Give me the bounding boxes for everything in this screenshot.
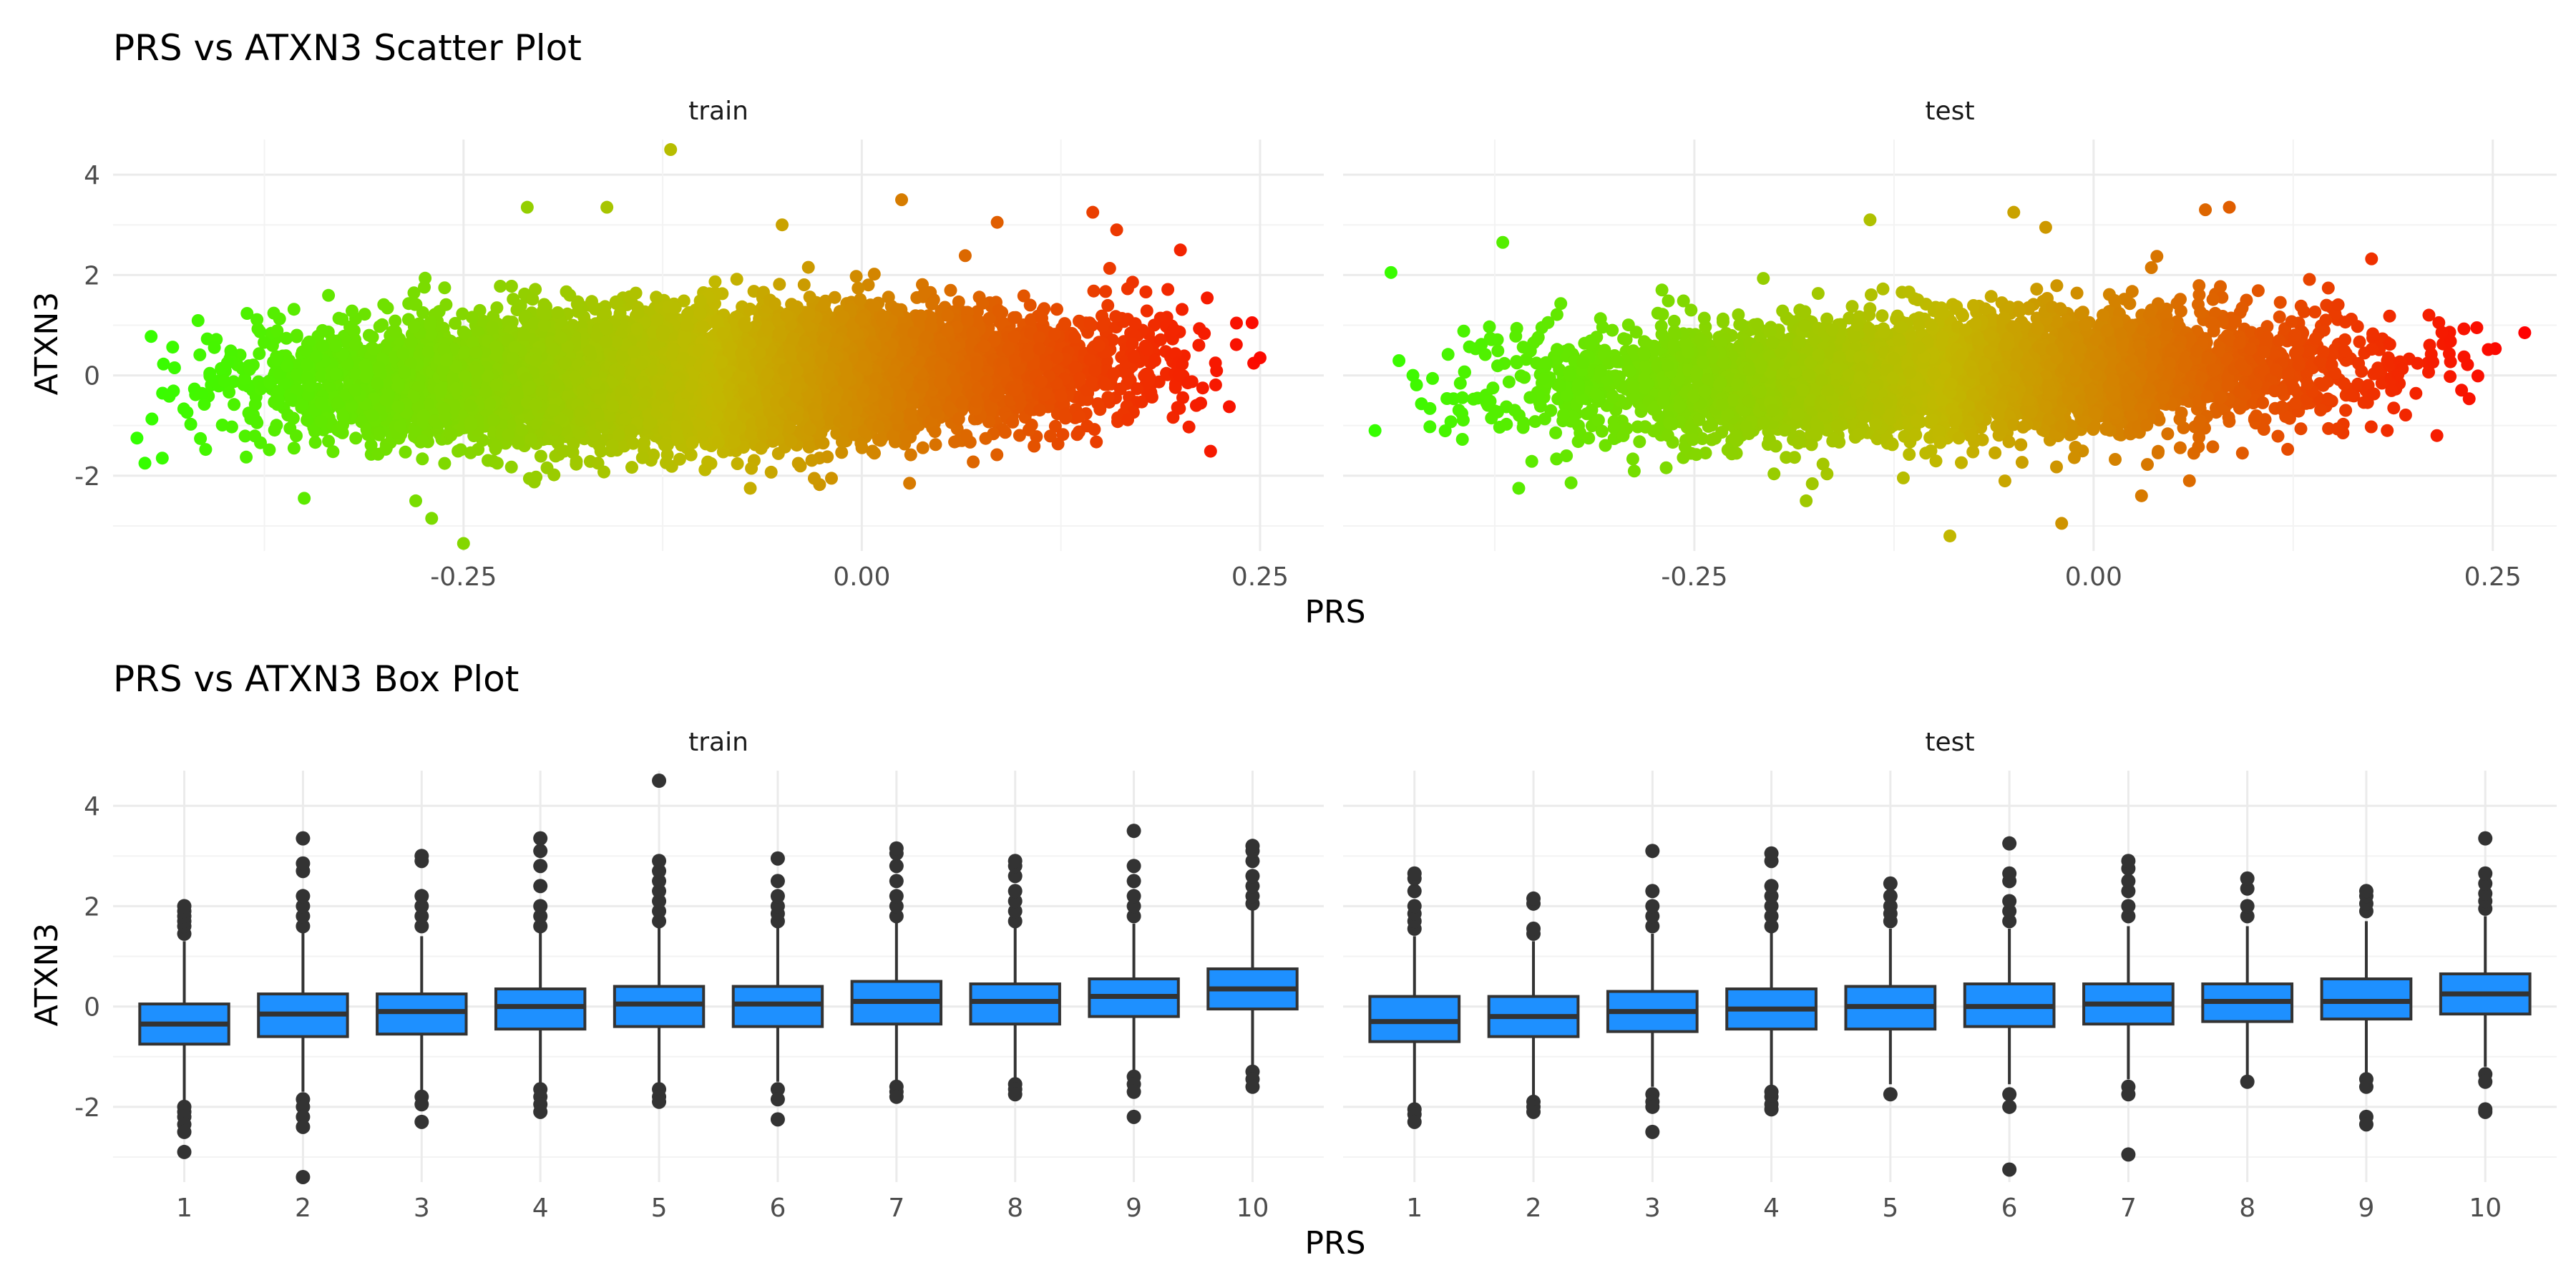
scatter-point [1201, 291, 1214, 305]
scatter-point [1140, 304, 1153, 318]
scatter-point [1209, 378, 1222, 391]
scatter-point [904, 448, 917, 462]
0-y-tick-label: -2 [74, 462, 100, 492]
scatter-x-tick-label: 0.25 [1231, 562, 1289, 592]
scatter-point [1103, 262, 1116, 275]
scatter-point [456, 307, 469, 321]
box-plot-title: PRS vs ATXN3 Box Plot [113, 658, 519, 700]
scatter-point [1070, 428, 1084, 441]
scatter-point [534, 449, 547, 463]
scatter-point [336, 313, 349, 326]
0-y-tick-label: 2 [84, 261, 100, 291]
scatter-point [731, 457, 744, 470]
scatter-point [1230, 316, 1243, 330]
scatter-point [326, 445, 340, 459]
scatter-point [228, 398, 241, 411]
scatter-point [1101, 298, 1115, 312]
scatter-point [167, 361, 181, 374]
scatter-point [990, 448, 1004, 462]
scatter-point [287, 441, 301, 455]
scatter-point [489, 440, 503, 454]
scatter-point [647, 448, 660, 462]
scatter-point [944, 283, 957, 297]
scatter-point [145, 330, 158, 343]
scatter-point [208, 341, 221, 354]
scatter-point [1223, 400, 1236, 414]
scatter-point [253, 347, 266, 361]
scatter-point [1139, 286, 1153, 298]
scatter-point [1087, 284, 1101, 298]
scatter-point [952, 295, 965, 308]
scatter-point [967, 455, 980, 469]
scatter-point [1161, 283, 1175, 296]
scatter-point [240, 307, 254, 320]
scatter-point [166, 341, 180, 354]
scatter-point [1204, 444, 1217, 458]
0-y-tick-label: 0 [84, 362, 100, 391]
scatter-point [825, 472, 838, 485]
scatter-point [764, 465, 778, 479]
scatter-points-train [130, 143, 1267, 550]
scatter-point [157, 357, 170, 371]
scatter-point [773, 278, 786, 291]
scatter-point [1166, 411, 1180, 424]
scatter-point [1043, 429, 1057, 443]
scatter-point [852, 281, 865, 295]
scatter-x-tick-label: 0.00 [833, 562, 890, 592]
scatter-point [916, 441, 930, 454]
scatter-point [184, 417, 197, 431]
scatter-x-tick-label: -0.25 [430, 562, 497, 592]
scatter-point [547, 468, 561, 482]
scatter-facet-label-train: train [688, 97, 748, 126]
scatter-point [1209, 356, 1222, 370]
scatter-point [193, 348, 207, 361]
scatter-point [322, 434, 336, 448]
scatter-point [438, 281, 452, 295]
scatter-point [399, 445, 412, 459]
scatter-point [240, 450, 253, 464]
scatter-point [625, 461, 638, 474]
scatter-point [570, 454, 583, 468]
scatter-point [958, 249, 972, 263]
scatter-plot-title: PRS vs ATXN3 Scatter Plot [113, 27, 582, 69]
scatter-point [862, 278, 875, 292]
scatter-point [708, 275, 722, 288]
0-y-tick-label: 4 [84, 161, 100, 190]
